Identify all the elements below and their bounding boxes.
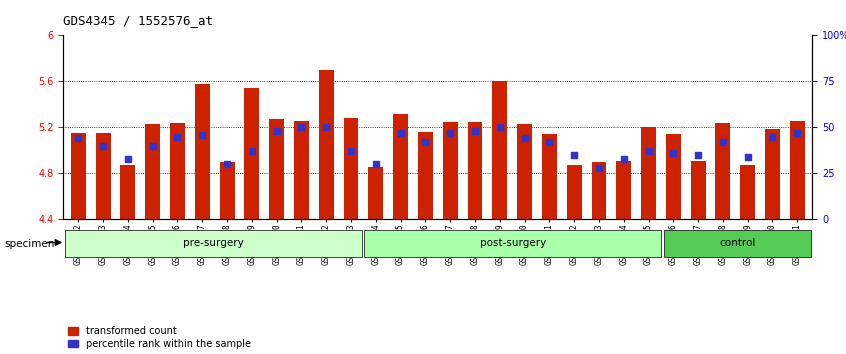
Point (493, 125, 507, 130)
Point (320, 125, 333, 130)
Bar (616, 161, 631, 219)
Point (518, 136, 531, 141)
Point (443, 130, 457, 136)
Point (766, 134, 779, 139)
Bar (740, 165, 755, 219)
Bar (244, 88, 260, 219)
Bar (393, 114, 408, 219)
Bar (517, 124, 532, 219)
Text: pre-surgery: pre-surgery (183, 238, 244, 249)
Point (96, 143, 110, 149)
Bar (71, 133, 85, 219)
Text: specimen: specimen (4, 239, 55, 249)
Bar (269, 119, 284, 219)
Legend: transformed count, percentile rank within the sample: transformed count, percentile rank withi… (69, 326, 250, 349)
Bar (790, 121, 805, 219)
Point (468, 128, 481, 134)
Bar (146, 124, 160, 219)
Bar (765, 129, 780, 219)
Bar (716, 123, 730, 219)
FancyBboxPatch shape (64, 230, 362, 257)
Bar (468, 122, 482, 219)
Point (146, 143, 159, 149)
Point (344, 149, 358, 154)
Bar (666, 135, 681, 219)
Text: GDS4345 / 1552576_at: GDS4345 / 1552576_at (63, 14, 213, 27)
Point (617, 156, 630, 161)
Bar (195, 84, 210, 219)
Bar (96, 133, 111, 219)
Point (667, 150, 680, 156)
Point (790, 130, 804, 136)
Text: post-surgery: post-surgery (480, 238, 546, 249)
Point (121, 156, 135, 161)
Bar (492, 81, 508, 219)
Point (294, 125, 308, 130)
Point (691, 152, 705, 158)
Point (245, 149, 259, 154)
FancyBboxPatch shape (364, 230, 662, 257)
Point (72, 136, 85, 141)
Bar (418, 132, 433, 219)
Point (741, 154, 755, 160)
Bar (368, 167, 383, 219)
Point (419, 139, 432, 145)
Point (717, 139, 730, 145)
Point (394, 130, 408, 136)
Bar (690, 161, 706, 219)
Bar (343, 118, 359, 219)
FancyBboxPatch shape (663, 230, 811, 257)
Point (568, 152, 581, 158)
Bar (641, 127, 656, 219)
Bar (542, 135, 557, 219)
Point (171, 134, 184, 139)
Point (592, 165, 606, 171)
Point (542, 139, 556, 145)
Bar (170, 123, 185, 219)
Point (270, 128, 283, 134)
Bar (319, 70, 333, 219)
Bar (294, 121, 309, 219)
Point (220, 161, 233, 167)
Point (369, 161, 382, 167)
Point (195, 132, 209, 138)
Point (642, 149, 656, 154)
Text: control: control (719, 238, 755, 249)
Bar (120, 165, 135, 219)
Bar (220, 162, 234, 219)
Bar (567, 165, 581, 219)
Bar (591, 162, 607, 219)
Bar (442, 122, 458, 219)
